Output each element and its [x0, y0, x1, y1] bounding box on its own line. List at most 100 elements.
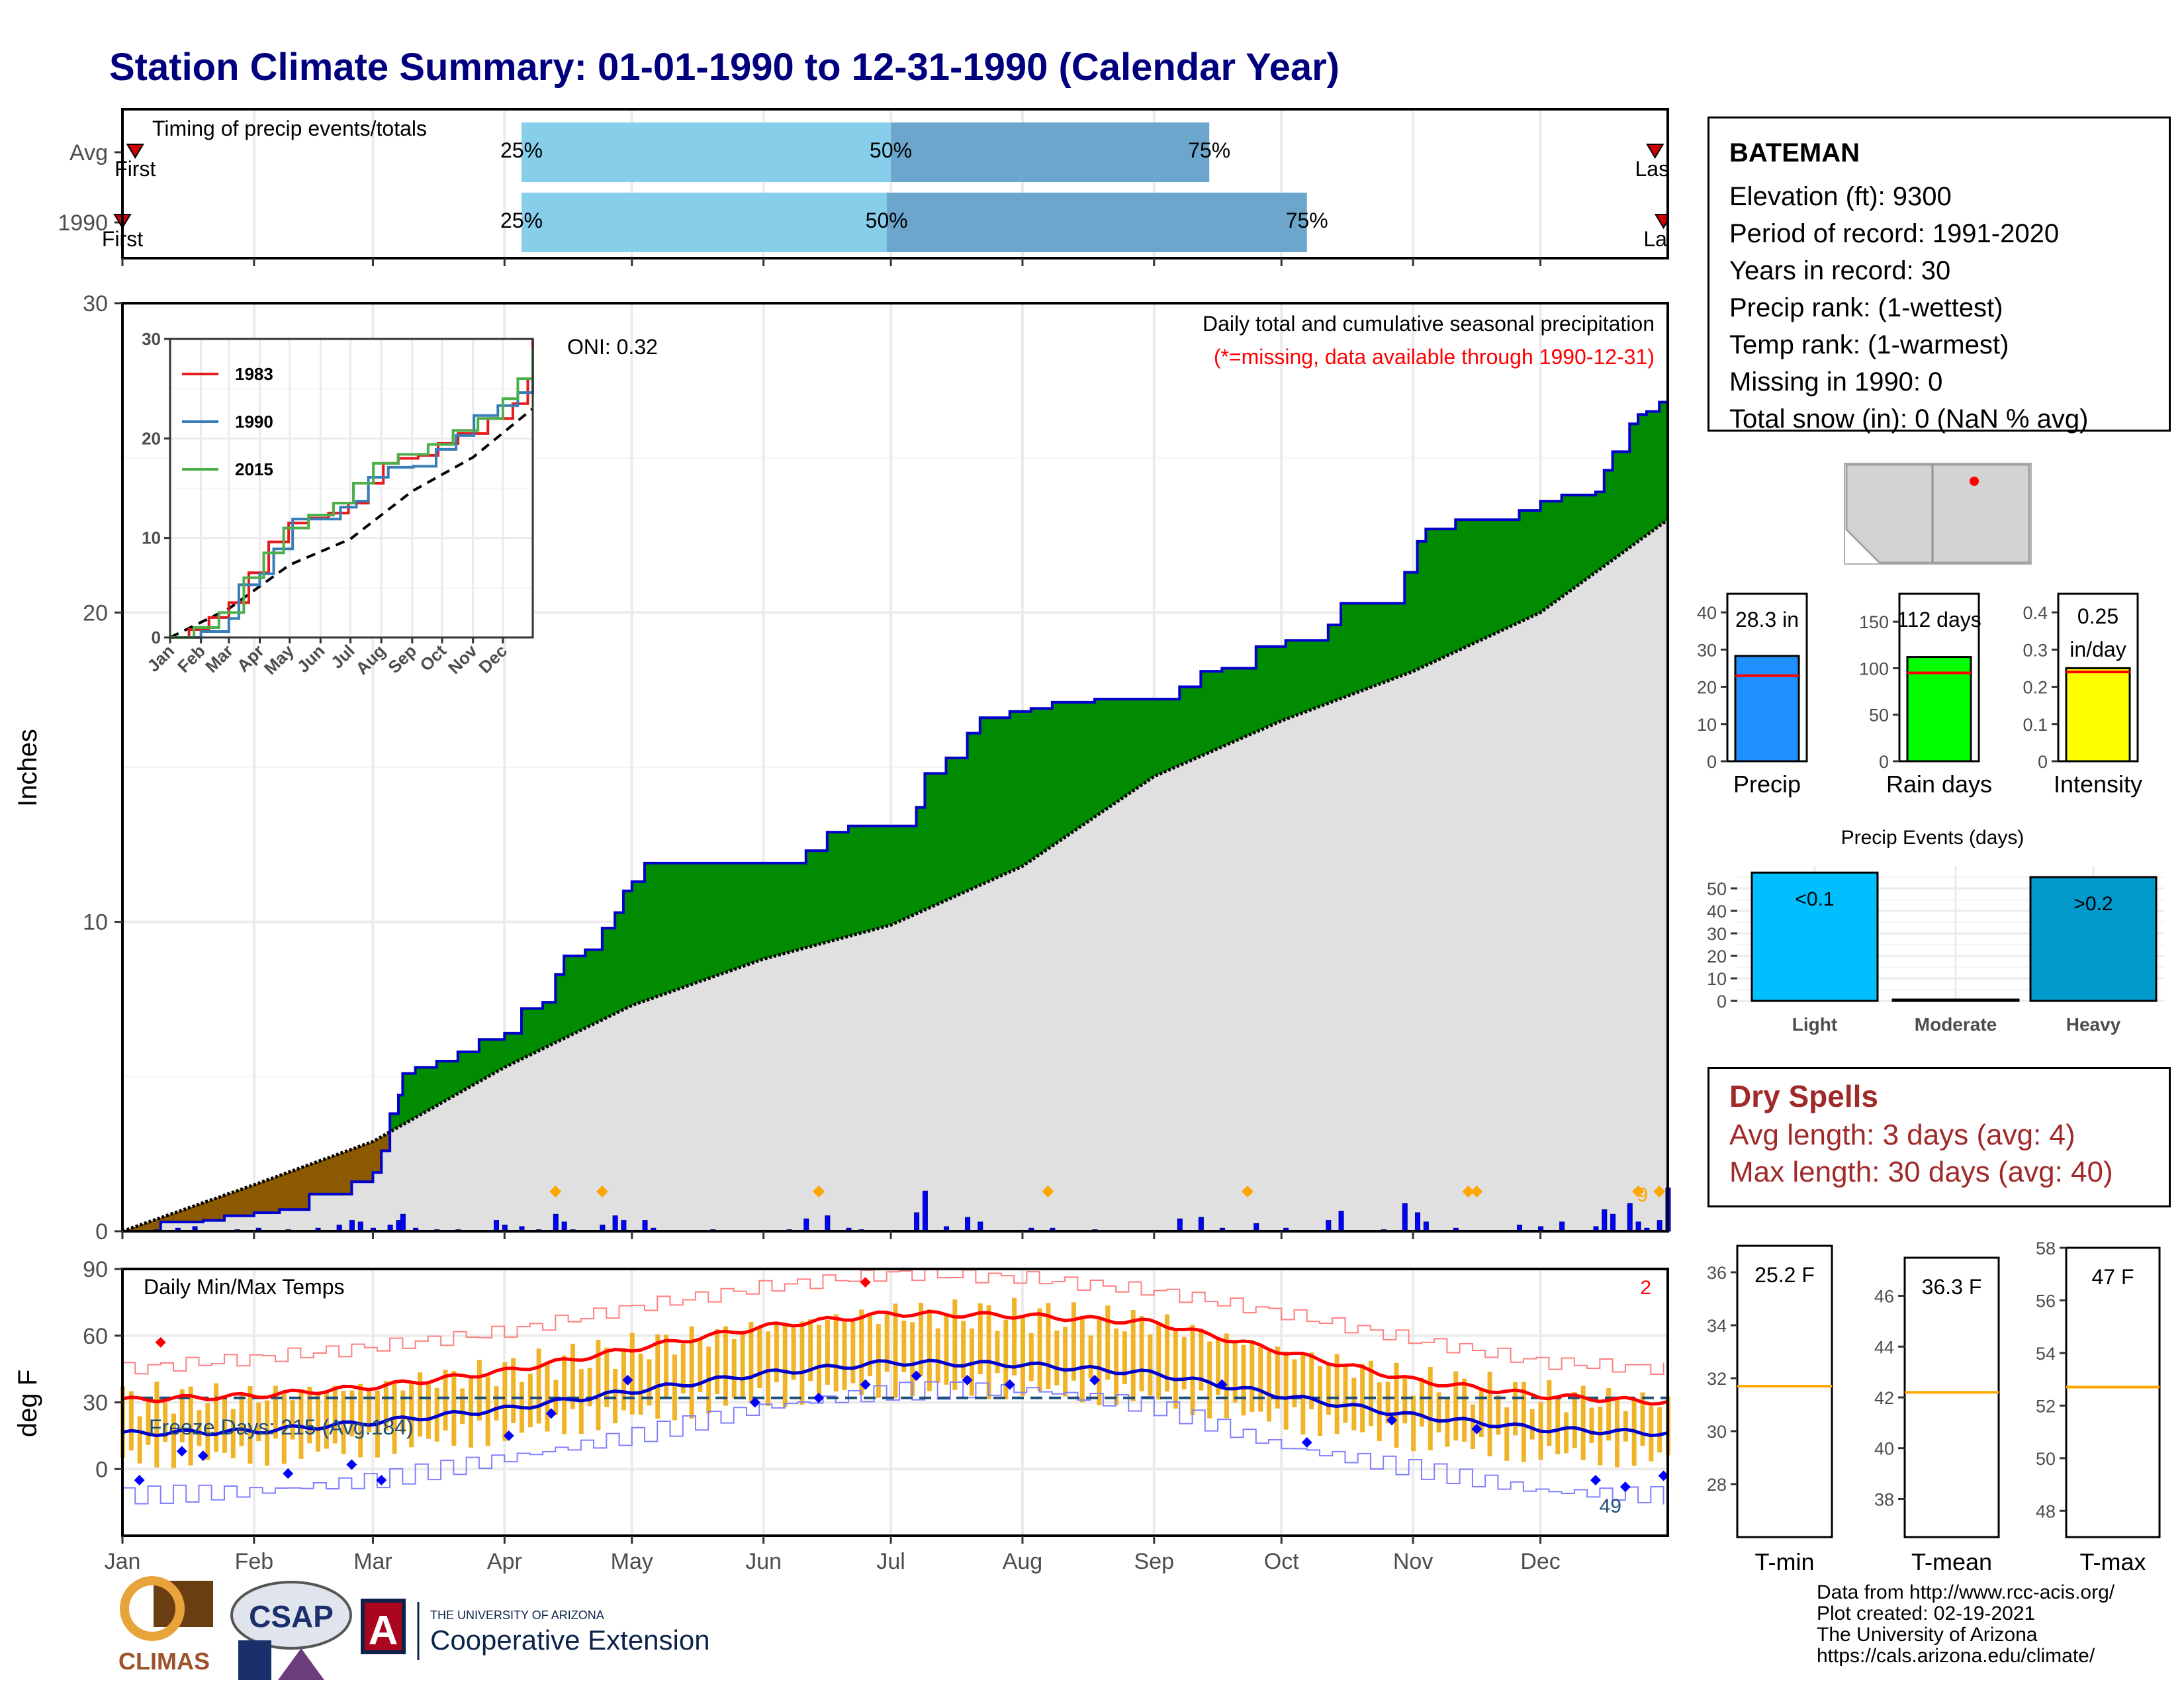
- timing-title: Timing of precip events/totals: [152, 117, 427, 140]
- daily-temp-bar: [893, 1303, 898, 1398]
- summary-ytick-label: 30: [1697, 640, 1717, 660]
- summary-temp-frame: [2065, 1246, 2161, 1538]
- daily-precip-bar: [825, 1215, 831, 1232]
- summary-bar-label: 28.3 in: [1735, 608, 1799, 632]
- page-title: Station Climate Summary: 01-01-1990 to 1…: [109, 46, 1340, 89]
- daily-temp-bar: [952, 1299, 958, 1390]
- inset-series-2015: [170, 349, 534, 639]
- daily-temp-bar: [1216, 1337, 1221, 1395]
- daily-temp-bar: [978, 1303, 983, 1374]
- daily-temp-bar: [1139, 1316, 1144, 1391]
- events-panel: Precip Events (days) <0.1 Light Moderate >0.…: [1707, 827, 2164, 1035]
- daily-temp-bar: [774, 1322, 779, 1383]
- daily-temp-bar: [918, 1303, 923, 1377]
- daily-temp-bar: [1165, 1314, 1170, 1392]
- daily-precip-bar: [922, 1190, 928, 1232]
- timing-q50-label: 50%: [866, 209, 908, 232]
- timing-q25-label: 25%: [500, 138, 543, 162]
- precip-corner-count: 9: [1637, 1184, 1648, 1206]
- record-max-line: [122, 1268, 1664, 1376]
- daily-temp-bar: [1411, 1395, 1416, 1452]
- daily-temp-bar: [799, 1321, 805, 1405]
- events-ytick-label: 0: [1717, 992, 1727, 1011]
- csap-logo-cloud: [230, 1581, 352, 1650]
- record-low-marker: [346, 1459, 357, 1470]
- summary-temp-frame: [1736, 1244, 1833, 1538]
- daily-precip-bar: [1602, 1209, 1608, 1232]
- summary-ytick-label: 0.4: [2023, 603, 2048, 623]
- record-low-marker: [376, 1475, 387, 1486]
- daily-temp-bar: [137, 1416, 142, 1464]
- summary-temp-ytick-label: 58: [2036, 1239, 2056, 1258]
- credit-plot-date: Plot created: 02-19-2021: [1817, 1603, 2036, 1624]
- dry-spells-avg: Avg length: 3 days (avg: 4): [1729, 1119, 2075, 1151]
- inset-series-1983: [170, 339, 534, 639]
- daily-precip-bar: [1627, 1203, 1633, 1232]
- daily-temp-bar: [1250, 1340, 1255, 1412]
- daily-temp-bar: [307, 1386, 312, 1444]
- daily-temp-bar: [833, 1314, 839, 1392]
- record-low-marker: [503, 1430, 514, 1441]
- events-bar-light: [1751, 871, 1879, 1002]
- daily-temp-bar: [1079, 1315, 1085, 1403]
- precip-frame: [121, 302, 1669, 1233]
- credit-data-source: Data from http://www.rcc-acis.org/: [1817, 1581, 2115, 1603]
- summary-bar-name: Intensity: [2054, 771, 2142, 798]
- daily-temp-bar: [1088, 1335, 1093, 1379]
- daily-temp-bar: [613, 1368, 618, 1424]
- summary-bar-name: Rain days: [1886, 771, 1992, 798]
- precip-ytick-label: 30: [83, 291, 108, 316]
- daily-temp-bar: [179, 1389, 185, 1442]
- daily-temp-bar: [367, 1387, 372, 1432]
- temp-corner-low: 49: [1600, 1495, 1621, 1517]
- record-low-marker: [545, 1408, 557, 1419]
- daily-temp-bar: [316, 1394, 321, 1452]
- summary-ytick-label: 100: [1859, 659, 1889, 679]
- timing-bar-early: [521, 122, 891, 182]
- daily-temp-bar: [927, 1309, 932, 1391]
- month-label: Apr: [487, 1549, 522, 1574]
- daily-temp-bar: [128, 1391, 134, 1451]
- daily-temp-bar: [349, 1390, 355, 1436]
- timing-frame: [121, 108, 1669, 259]
- daily-temp-bar: [884, 1311, 889, 1372]
- daily-temp-bar: [587, 1368, 592, 1407]
- daily-temp-bar: [1224, 1333, 1229, 1419]
- month-label: Oct: [1264, 1549, 1299, 1574]
- map-arizona: [1845, 463, 1934, 564]
- record-min-line: [122, 1381, 1664, 1505]
- daily-temp-bar: [749, 1321, 754, 1403]
- normal-precip-area: [122, 520, 1668, 1232]
- daily-precip-bar: [1326, 1220, 1332, 1232]
- station-temp-rank: Temp rank: (1-warmest): [1729, 330, 2009, 359]
- summary-ytick-label: 40: [1697, 603, 1717, 623]
- daily-temp-bar: [817, 1325, 822, 1399]
- summary-bar-rain-days: [1906, 656, 1972, 763]
- daily-temp-bar: [647, 1359, 652, 1406]
- daily-temp-bar: [1028, 1333, 1034, 1382]
- daily-temp-bar: [214, 1383, 219, 1452]
- daily-temp-bar: [757, 1328, 762, 1388]
- timing-bar-late: [886, 193, 1307, 252]
- daily-temp-bar: [698, 1339, 703, 1393]
- station-name: BATEMAN: [1729, 138, 1860, 167]
- daily-temp-bar: [1615, 1397, 1620, 1468]
- daily-temp-bar: [1657, 1407, 1662, 1453]
- temp-corner-high: 2: [1640, 1277, 1651, 1299]
- summary-bar-name: Precip: [1733, 771, 1801, 798]
- daily-temp-bar: [1343, 1366, 1348, 1423]
- record-low-marker: [1387, 1415, 1398, 1426]
- events-ytick-label: 40: [1707, 902, 1727, 921]
- events-category-label: Light: [1792, 1014, 1837, 1035]
- daily-temp-bar: [188, 1386, 193, 1466]
- precip-flag-marker: [1632, 1186, 1645, 1197]
- daily-temp-bar: [222, 1396, 227, 1453]
- daily-temp-bar: [1606, 1387, 1612, 1441]
- daily-temp-bar: [545, 1362, 550, 1432]
- obs-cumulative-line: [122, 359, 1669, 1233]
- daily-temp-bar: [527, 1374, 533, 1428]
- precip-ytick-label: 20: [83, 600, 108, 626]
- timing-bar-early: [521, 193, 887, 252]
- daily-precip-bar: [642, 1220, 648, 1232]
- inset-ytick-label: 30: [142, 329, 161, 349]
